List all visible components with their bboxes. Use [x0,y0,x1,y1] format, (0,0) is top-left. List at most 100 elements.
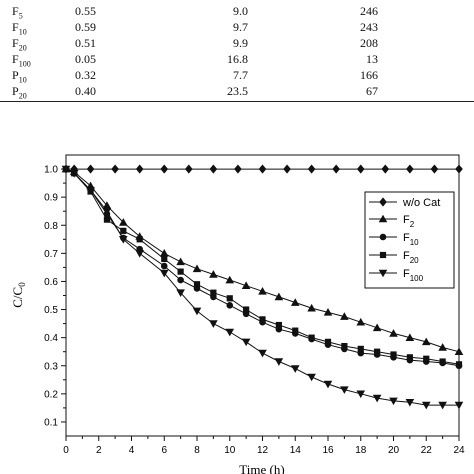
data-point [192,264,202,273]
x-tick-label: 2 [96,445,102,456]
y-tick-label: 0.2 [44,389,58,400]
y-axis-ticks: 0.1 0.2 0.3 0.4 0.5 0.6 0.7 0.8 0.9 1.0 [44,165,66,428]
data-point [102,207,112,216]
y-label-subscript: 0 [17,282,27,287]
data-table: F5 0.55 9.0 246 F10 0.59 9.7 243 F20 0.5… [0,0,474,104]
data-point [259,316,266,323]
data-point [381,164,390,174]
table-cell-value: 166 [360,68,378,82]
y-tick-label: 0.1 [44,417,58,428]
table-row: F100 0.05 16.8 13 [0,50,474,68]
data-point [159,269,169,278]
table-cell-sample: F20 [12,36,27,53]
data-point [136,236,143,243]
x-tick-label: 18 [355,445,367,456]
y-label-base: C/C [10,287,25,308]
data-point [176,289,185,297]
x-tick-label: 6 [161,445,167,456]
data-point [226,302,234,309]
sample-subscript: 10 [18,27,27,37]
data-point [119,236,128,244]
line-chart: 0 2 4 6 8 10 12 14 16 18 20 22 24 0.10.20.30.40.50.6… [10,154,465,474]
table-cell-value: 0.32 [75,68,96,82]
data-point [292,327,299,334]
legend-label-base: F [403,214,410,226]
table-row: F20 0.51 9.9 208 [0,34,474,52]
data-point [356,390,366,399]
y-tick-label: 0.9 [44,193,58,204]
data-point [357,345,364,352]
data-point [308,334,315,341]
data-point [185,164,193,174]
y-tick-label: 0.5 [44,305,58,316]
y-tick-label: 0.8 [44,221,58,232]
table-cell-value: 9.9 [233,36,248,50]
data-point [241,338,251,347]
table-row: P20 0.40 23.5 67 [0,82,474,100]
table-cell-value: 9.0 [233,4,248,18]
data-point [290,365,300,373]
table-cell-sample: P10 [12,68,27,85]
data-point [323,308,333,316]
data-point [209,320,218,328]
x-tick-label: 16 [322,445,334,456]
data-point [374,348,381,355]
data-point [438,343,447,351]
data-point [119,218,128,226]
sample-subscript: 10 [18,75,27,85]
legend-label: F100 [403,268,424,283]
legend-label-subscript: 100 [410,274,424,283]
x-tick-label: 14 [290,445,302,456]
data-point [455,361,463,368]
data-point [356,164,365,174]
sample-subscript: 100 [18,59,31,69]
x-tick-label: 12 [257,445,269,456]
data-point [283,164,291,174]
y-tick-label: 1.0 [44,165,58,176]
data-point [406,354,413,361]
table-cell-sample: F10 [12,20,27,37]
data-point [135,164,144,174]
table-cell-value: 16.8 [227,52,248,66]
legend-label-subscript: 10 [410,238,419,247]
data-point [390,351,397,358]
x-tick-label: 10 [224,445,236,456]
table-cell-sample: P20 [12,84,27,101]
x-tick-label: 24 [453,445,465,456]
legend-marker [379,233,387,241]
data-point [243,306,250,313]
sample-subscript: 20 [18,91,27,101]
x-tick-label: 8 [194,445,200,456]
data-point [389,329,398,337]
table-row: F10 0.59 9.7 243 [0,18,474,36]
data-point [177,276,184,284]
data-point [258,286,267,295]
table-cell-value: 9.7 [233,20,248,34]
data-point [290,298,300,306]
legend-label: F20 [403,250,419,265]
data-point [209,164,218,174]
data-point [225,328,235,337]
legend-label: w/o Cat [402,197,440,209]
table-row: P10 0.32 7.7 166 [0,66,474,84]
data-point [430,164,439,174]
data-point [159,249,169,257]
data-point [323,380,333,389]
y-tick-label: 0.6 [44,277,58,288]
x-tick-label: 4 [129,445,135,456]
legend-label-subscript: 20 [410,256,419,265]
data-point [372,394,382,403]
data-point [226,295,233,302]
table-cell-value: 243 [360,20,378,34]
x-tick-label: 20 [388,445,400,456]
data-point [389,397,398,406]
table-row: F5 0.55 9.0 246 [0,2,474,20]
table-bottom-rule [0,101,474,102]
data-point [454,401,464,410]
table-cell-value: 0.40 [75,84,96,98]
data-point [86,186,95,195]
data-point [405,398,415,407]
data-point [135,250,144,258]
data-point [438,401,447,410]
